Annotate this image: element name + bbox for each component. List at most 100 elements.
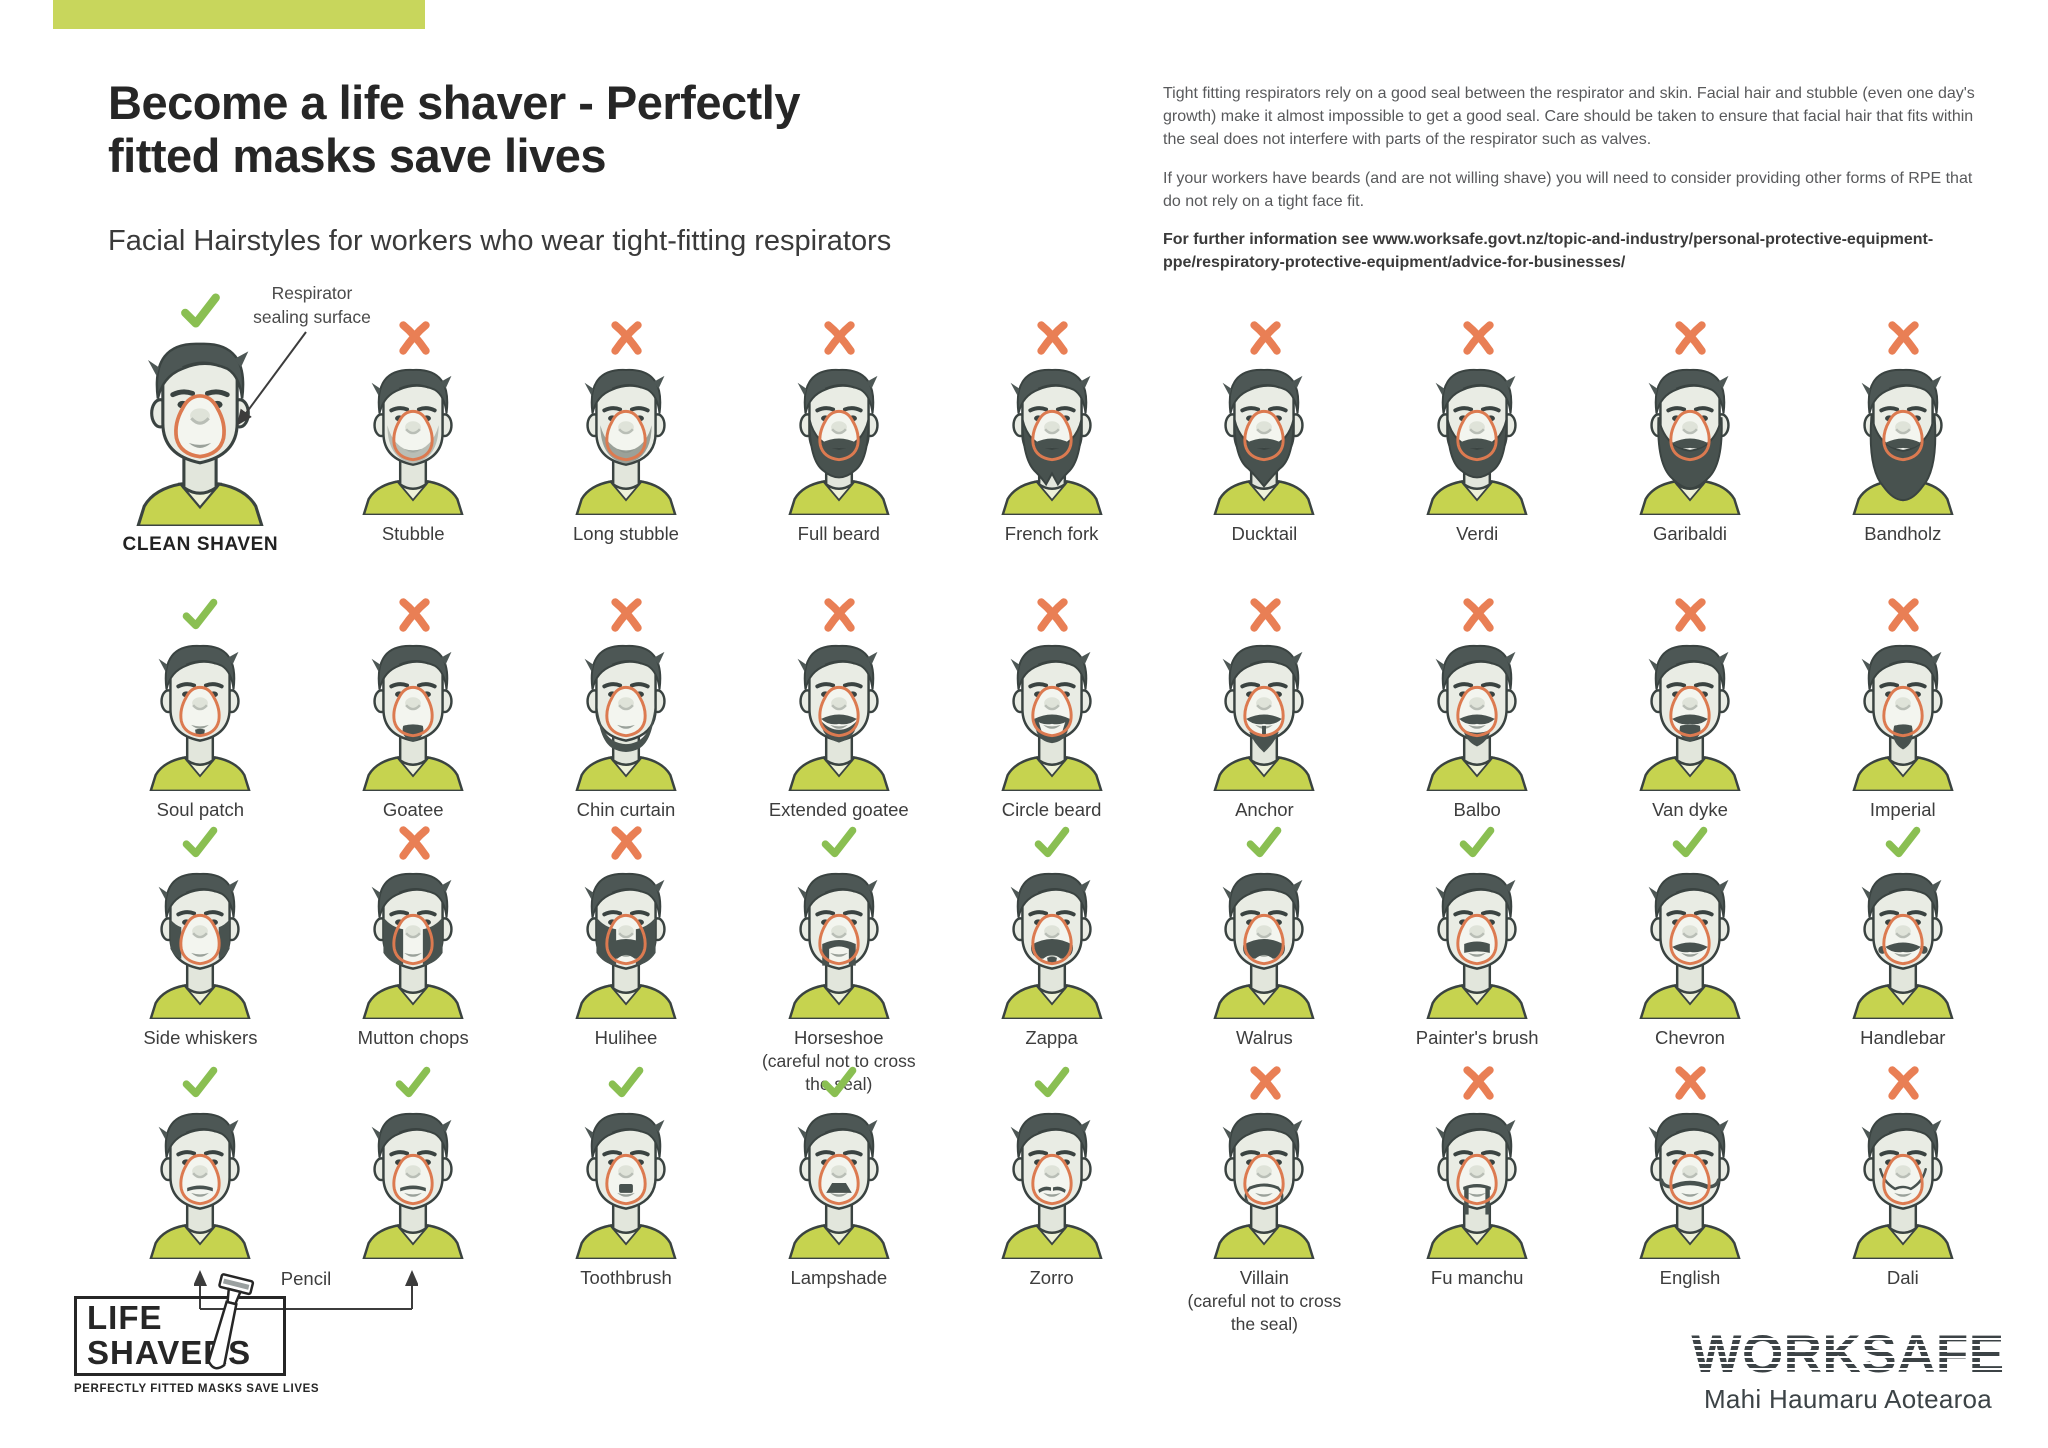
hairstyle-card-long-stubble: Long stubble <box>520 288 733 546</box>
cross-icon <box>395 316 432 360</box>
hairstyle-card-garibaldi: Garibaldi <box>1584 288 1797 546</box>
face-illustration <box>1621 638 1759 793</box>
grid-row-2: Soul patch Goatee <box>94 592 2010 822</box>
hairstyle-label: Dali <box>1886 1267 1919 1288</box>
face-illustration <box>113 334 287 528</box>
title-line-1: Become a life shaver - Perfectly <box>108 76 800 129</box>
hairstyle-label: Side whiskers <box>143 1027 258 1048</box>
face-illustration <box>770 1106 908 1261</box>
life-shavers-logo: LIFE SHAVERS PERFECTLY FITTED MASKS SAVE… <box>74 1273 320 1395</box>
life-shavers-tagline: PERFECTLY FITTED MASKS SAVE LIVES <box>74 1383 320 1395</box>
hairstyle-card-zorro: Zorro <box>945 1060 1158 1336</box>
face-illustration <box>1408 1106 1546 1261</box>
cross-icon <box>1246 592 1283 636</box>
hairstyle-label: Anchor <box>1235 799 1294 820</box>
hairstyle-card-stubble: Stubble <box>307 288 520 546</box>
face-illustration <box>344 638 482 793</box>
check-icon <box>177 288 224 332</box>
cross-icon <box>1459 1060 1496 1104</box>
hairstyle-label: Soul patch <box>156 799 245 820</box>
face-illustration <box>1195 638 1333 793</box>
cross-icon <box>1033 316 1070 360</box>
cross-icon <box>1033 592 1070 636</box>
info-paragraph-url: For further information see www.worksafe… <box>1163 230 1934 272</box>
page-title: Become a life shaver - Perfectly fitted … <box>108 76 1088 182</box>
hairstyle-card-verdi: Verdi <box>1371 288 1584 546</box>
face-illustration <box>1408 638 1546 793</box>
worksafe-logo: WORKSAFE Mahi Haumaru Aotearoa <box>1688 1328 2008 1415</box>
hairstyle-card-anchor: Anchor <box>1158 592 1371 822</box>
hairstyle-label: Zappa <box>1025 1027 1078 1048</box>
face-illustration <box>344 362 482 517</box>
face-illustration <box>983 638 1121 793</box>
face-illustration <box>1834 866 1972 1021</box>
life-shavers-box: LIFE SHAVERS <box>74 1273 286 1376</box>
cross-icon <box>1671 316 1708 360</box>
cross-icon <box>1246 316 1283 360</box>
hairstyle-card-fu-manchu: Fu manchu <box>1371 1060 1584 1336</box>
hairstyle-label: Circle beard <box>1001 799 1102 820</box>
info-paragraph-2: If your workers have beards (and are not… <box>1163 169 1973 210</box>
hairstyle-card-balbo: Balbo <box>1371 592 1584 822</box>
hairstyle-label: Imperial <box>1869 799 1936 820</box>
title-line-2: fitted masks save lives <box>108 129 606 183</box>
face-illustration <box>344 1106 482 1261</box>
cross-icon <box>607 820 644 864</box>
hairstyle-card-zappa: Zappa <box>945 820 1158 1096</box>
hairstyle-label: Extended goatee <box>768 799 909 820</box>
grid-row-4: Toothbrush Lampshade <box>94 1060 2010 1336</box>
cross-icon <box>1459 316 1496 360</box>
info-text-block: Tight fitting respirators rely on a good… <box>1163 82 1983 289</box>
face-illustration <box>557 638 695 793</box>
cross-icon <box>1671 1060 1708 1104</box>
check-icon <box>1243 820 1285 864</box>
hairstyle-label: Mutton chops <box>357 1027 469 1048</box>
hairstyle-card-extended-goatee: Extended goatee <box>732 592 945 822</box>
hairstyle-label: CLEAN SHAVEN <box>122 534 279 555</box>
face-illustration <box>1834 1106 1972 1261</box>
hairstyle-label: French fork <box>1004 522 1099 544</box>
face-illustration <box>557 866 695 1021</box>
hairstyle-label: Balbo <box>1453 799 1501 820</box>
razor-icon <box>207 1273 255 1370</box>
check-icon <box>179 592 221 636</box>
hairstyle-card-bandholz: Bandholz <box>1796 288 2009 546</box>
hairstyle-label: Garibaldi <box>1652 522 1727 544</box>
hairstyle-label: Handlebar <box>1860 1027 1946 1048</box>
face-illustration <box>770 866 908 1021</box>
hairstyle-label: Fu manchu <box>1430 1267 1524 1288</box>
hairstyle-card-side-whiskers: Side whiskers <box>94 820 307 1096</box>
face-illustration <box>557 1106 695 1261</box>
face-illustration <box>1621 866 1759 1021</box>
cross-icon <box>607 592 644 636</box>
check-icon <box>392 1060 434 1104</box>
page-subtitle: Facial Hairstyles for workers who wear t… <box>108 225 892 257</box>
check-icon <box>1456 820 1498 864</box>
face-illustration <box>983 362 1121 517</box>
hairstyle-card-van-dyke: Van dyke <box>1584 592 1797 822</box>
hairstyle-card-hulihee: Hulihee <box>520 820 733 1096</box>
hairstyle-card-toothbrush: Toothbrush <box>520 1060 733 1336</box>
check-icon <box>179 820 221 864</box>
accent-bar <box>53 0 425 29</box>
face-illustration <box>1195 866 1333 1021</box>
annotation-arrow <box>224 328 324 443</box>
face-illustration <box>1408 362 1546 517</box>
face-illustration <box>557 362 695 517</box>
hairstyle-card-painter-s-brush: Painter's brush <box>1371 820 1584 1096</box>
hairstyle-card-dali: Dali <box>1796 1060 2009 1336</box>
cross-icon <box>1459 592 1496 636</box>
hairstyle-card-circle-beard: Circle beard <box>945 592 1158 822</box>
face-illustration <box>1408 866 1546 1021</box>
face-illustration <box>131 638 269 793</box>
face-illustration <box>1621 1106 1759 1261</box>
hairstyle-card-clean-shaven: CLEAN SHAVEN <box>94 288 307 555</box>
hairstyle-label: Walrus <box>1235 1027 1293 1048</box>
worksafe-tagline: Mahi Haumaru Aotearoa <box>1703 1384 1993 1414</box>
cross-icon <box>1884 592 1921 636</box>
hairstyle-card-mutton-chops: Mutton chops <box>307 820 520 1096</box>
cross-icon <box>1884 1060 1921 1104</box>
check-icon <box>1669 820 1711 864</box>
cross-icon <box>395 592 432 636</box>
hairstyle-note: (careful not to cross the seal) <box>1187 1291 1342 1334</box>
